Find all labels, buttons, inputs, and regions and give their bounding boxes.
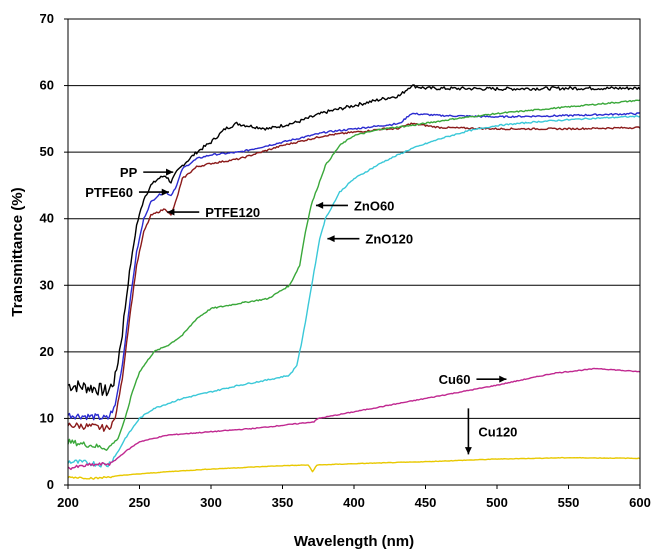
x-tick-label: 550	[558, 495, 580, 510]
x-tick-label: 400	[343, 495, 365, 510]
series-line-pp	[67, 84, 641, 397]
y-tick-label: 70	[40, 11, 54, 26]
annotation-cu60-label: Cu60	[439, 372, 471, 387]
plot-frame	[67, 18, 641, 486]
annotation-pp-arrow-head	[166, 168, 174, 176]
annotation-ptfe120-arrow-head	[167, 208, 175, 216]
series-lines	[67, 84, 641, 480]
axis-ticks: 0 10 20 30 40 50 60 70 200 250 300 350 400 450 500 550 6…	[40, 11, 651, 510]
x-axis-title: Wavelength (nm)	[294, 533, 414, 549]
annotation-ptfe120-label: PTFE120	[205, 205, 260, 220]
annotation-cu120-label: Cu120	[478, 424, 517, 439]
x-tick-label: 450	[415, 495, 437, 510]
series-annotations: PP PTFE60 PTFE120 ZnO60 ZnO120 Cu60 Cu120	[85, 165, 517, 455]
y-tick-label: 0	[47, 477, 54, 492]
annotation-zno120-label: ZnO120	[365, 232, 413, 247]
annotation-zno120-arrow-head	[327, 235, 335, 243]
y-tick-label: 30	[40, 277, 54, 292]
y-tick-label: 10	[40, 410, 54, 425]
gridlines	[68, 85, 640, 419]
y-tick-label: 40	[40, 211, 54, 226]
series-line-ptfe120	[67, 122, 641, 432]
annotation-pp-label: PP	[120, 165, 138, 180]
series-line-cu120	[67, 456, 641, 480]
series-line-cu60	[67, 367, 641, 471]
x-tick-label: 250	[129, 495, 151, 510]
y-axis-title: Transmittance (%)	[9, 187, 26, 316]
series-line-zno120	[67, 115, 641, 468]
x-tick-label: 300	[200, 495, 222, 510]
y-tick-label: 20	[40, 344, 54, 359]
x-tick-label: 350	[272, 495, 294, 510]
y-tick-label: 60	[40, 78, 54, 93]
annotation-ptfe60-label: PTFE60	[85, 185, 133, 200]
x-tick-label: 500	[486, 495, 508, 510]
x-tick-label: 200	[57, 495, 79, 510]
y-tick-label: 50	[40, 144, 54, 159]
annotation-ptfe60-arrow-head	[161, 188, 169, 196]
annotation-cu60-arrow-head	[499, 375, 507, 383]
annotation-zno60-label: ZnO60	[354, 198, 394, 213]
series-line-zno60	[67, 99, 641, 451]
x-tick-label: 600	[629, 495, 651, 510]
annotation-cu120-arrow-head	[464, 447, 472, 455]
annotation-zno60-arrow-head	[315, 201, 324, 209]
